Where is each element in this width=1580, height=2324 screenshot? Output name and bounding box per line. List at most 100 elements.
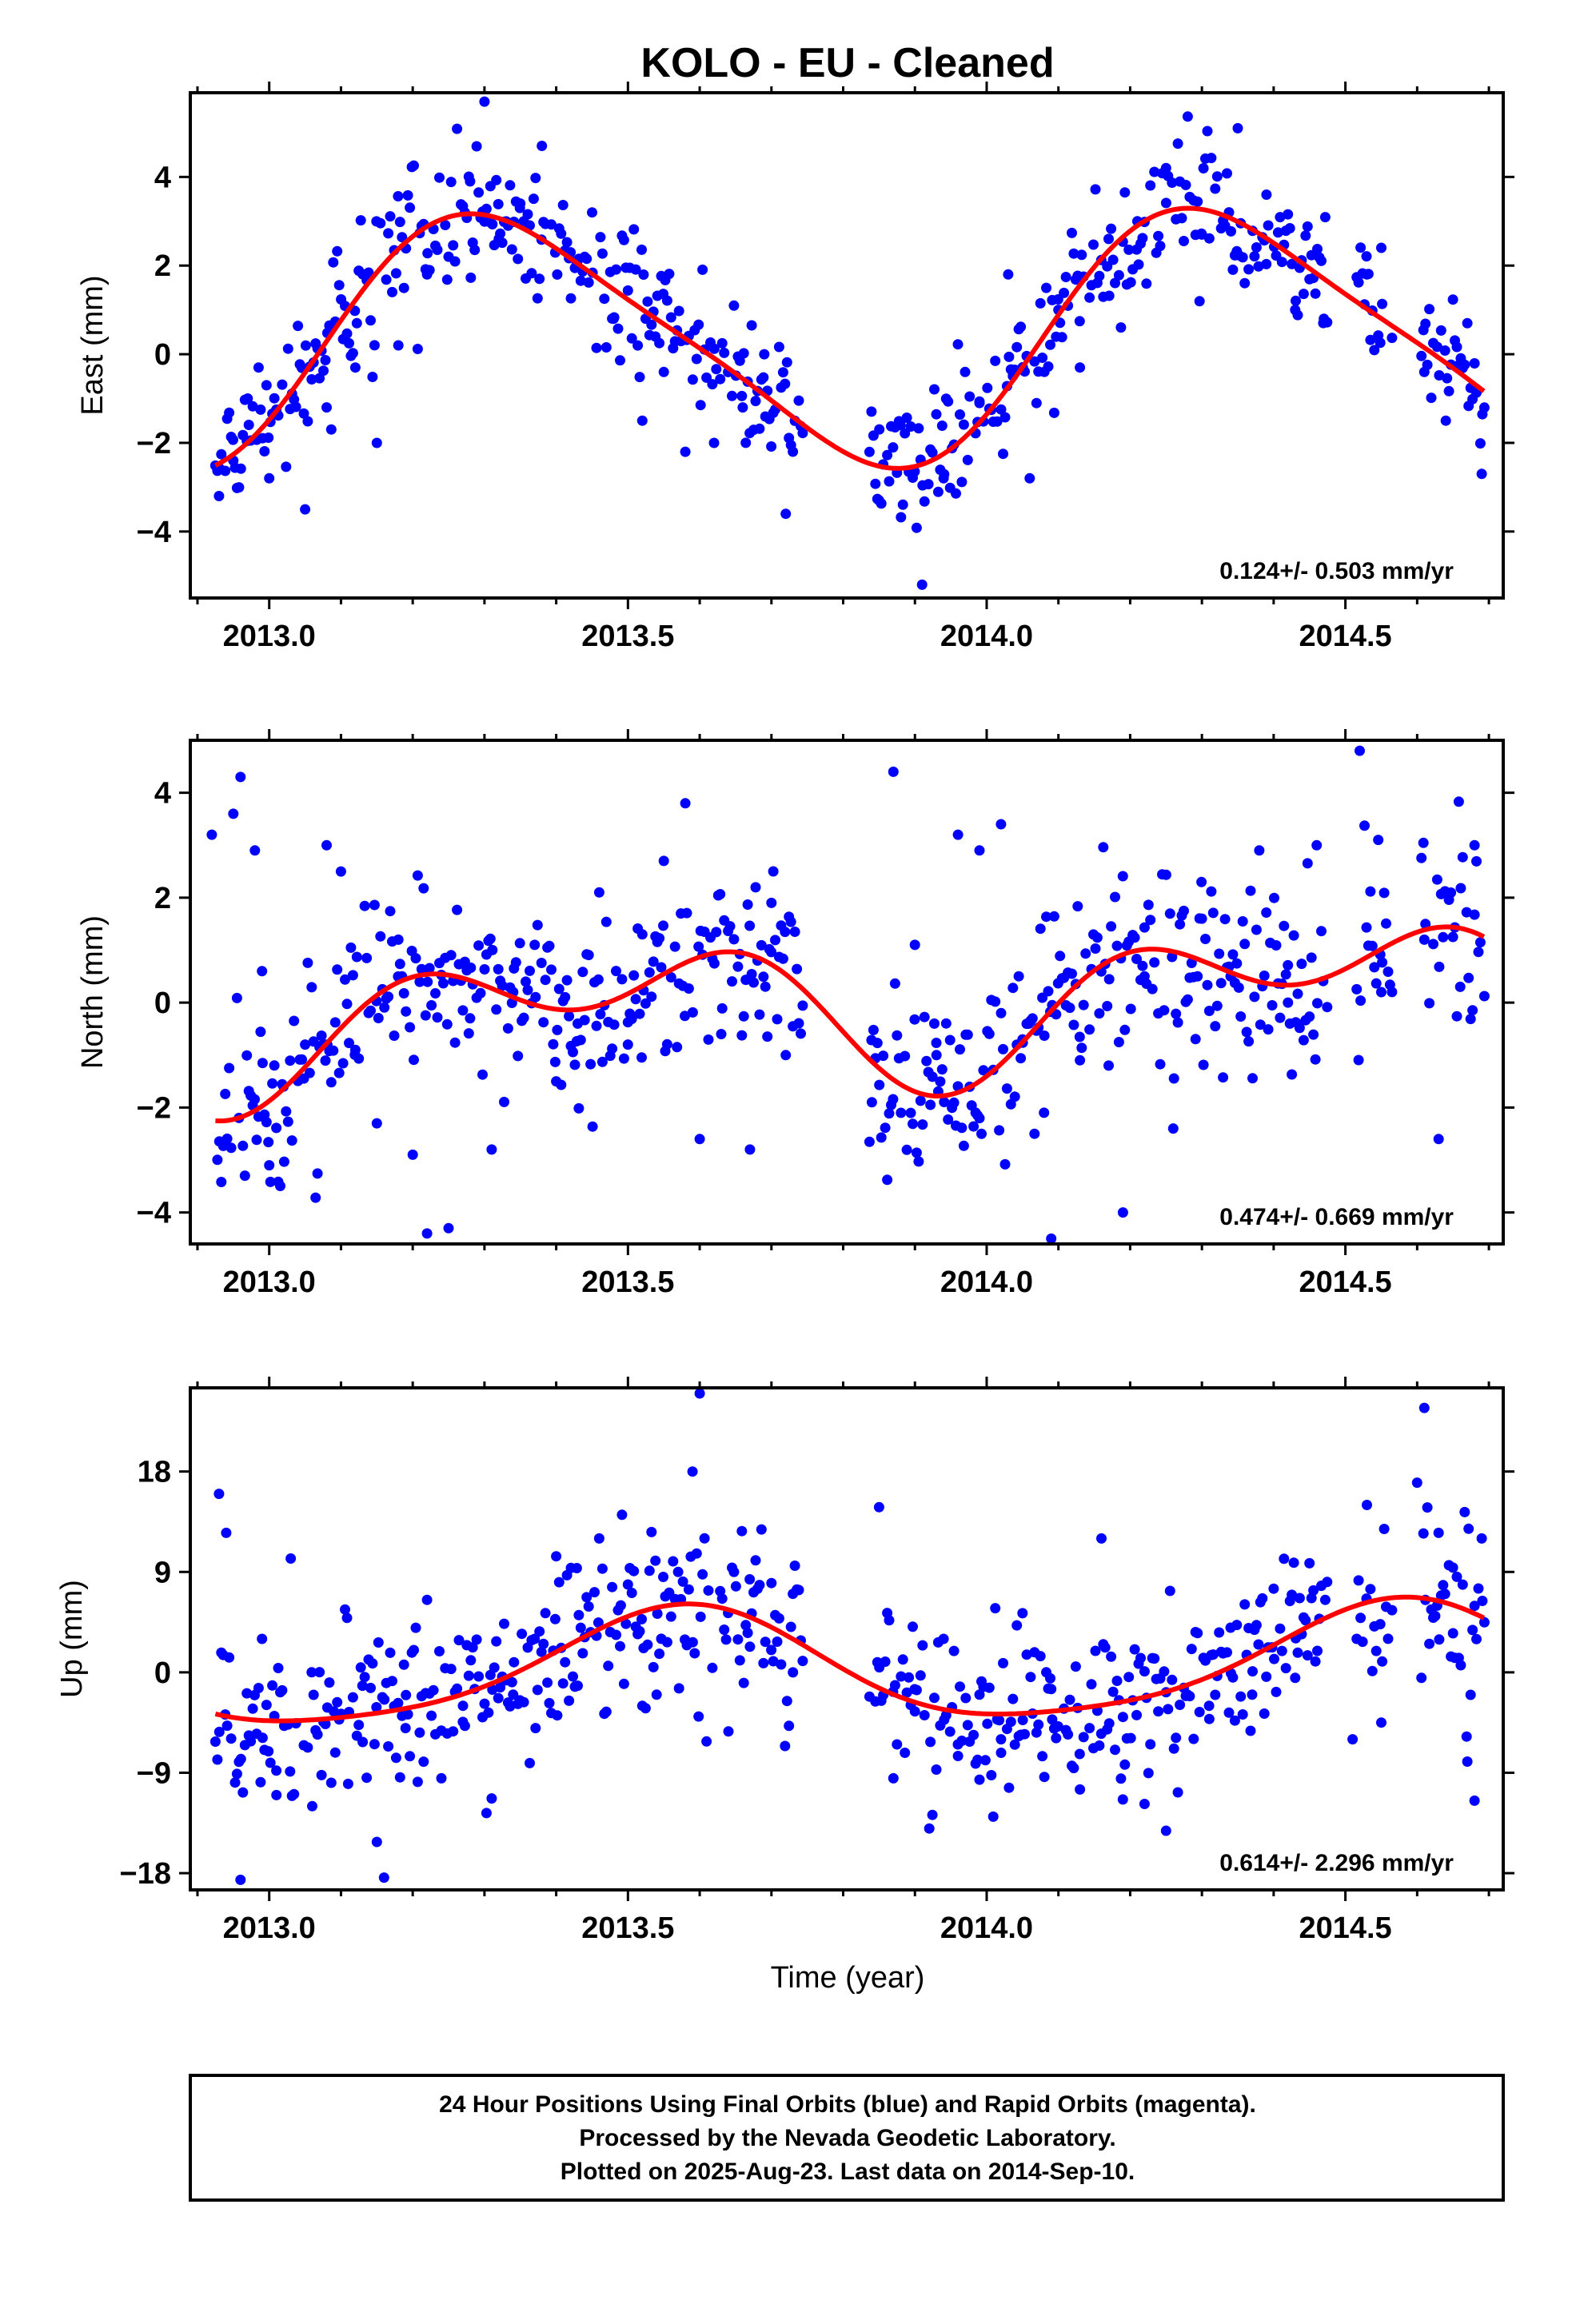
up-data-point (418, 1756, 429, 1768)
up-data-point (1467, 1624, 1478, 1636)
north-data-point (1179, 905, 1189, 916)
north-data-point (931, 1038, 942, 1048)
up-data-point (1035, 1651, 1046, 1662)
north-data-point (889, 978, 900, 989)
north-data-point (401, 1006, 412, 1017)
north-data-point (1355, 995, 1367, 1007)
up-data-point (773, 1612, 784, 1624)
east-data-point (1261, 189, 1272, 200)
east-data-point (719, 347, 730, 358)
up-data-point (213, 1489, 225, 1500)
north-data-point (1013, 971, 1024, 982)
north-data-point (561, 975, 573, 986)
north-data-point (665, 972, 676, 983)
up-data-point (897, 1654, 908, 1665)
up-data-point (1046, 1684, 1057, 1695)
east-data-point (923, 479, 934, 490)
east-data-point (432, 245, 443, 255)
north-data-point (1283, 997, 1294, 1008)
up-data-point (592, 1617, 604, 1628)
footer-box: 24 Hour Positions Using Final Orbits (bl… (189, 2074, 1505, 2202)
up-data-point (1194, 1707, 1205, 1717)
north-data-point (1424, 998, 1435, 1009)
north-data-point (1247, 1073, 1258, 1084)
east-data-point (1253, 261, 1264, 272)
north-data-point (864, 1136, 875, 1147)
east-data-point (1094, 270, 1105, 281)
up-data-point (421, 1594, 433, 1605)
up-data-point (1011, 1620, 1023, 1631)
up-data-point (699, 1533, 710, 1544)
north-data-point (1237, 916, 1248, 927)
north-data-point (1298, 1034, 1309, 1046)
north-data-point (1455, 883, 1466, 894)
north-data-point (1214, 948, 1225, 959)
up-data-point (551, 1551, 562, 1562)
east-data-point (243, 420, 254, 430)
up-data-point (493, 1692, 504, 1704)
up-data-point (636, 1700, 648, 1712)
up-data-point (911, 1684, 922, 1696)
east-data-point (905, 421, 916, 432)
north-data-point (310, 1192, 321, 1203)
north-data-point (943, 1114, 954, 1125)
north-data-point (1254, 845, 1265, 856)
up-data-point (473, 1671, 485, 1682)
up-data-point (1160, 1825, 1171, 1836)
east-data-point (695, 400, 706, 411)
north-data-point (289, 1015, 300, 1026)
north-data-point (1233, 982, 1244, 993)
up-data-point (683, 1584, 694, 1595)
east-data-point (636, 244, 647, 255)
east-data-point (1024, 472, 1035, 484)
up-data-point (1379, 1524, 1390, 1534)
up-data-point (479, 1698, 490, 1709)
east-data-point (228, 434, 238, 445)
east-data-point (615, 355, 625, 366)
north-data-point (1373, 835, 1384, 846)
up-data-point (1135, 1652, 1146, 1664)
north-data-point (742, 899, 753, 910)
north-data-point (221, 1133, 233, 1144)
north-data-point (530, 991, 541, 1003)
up-data-point (648, 1661, 659, 1672)
north-data-point (872, 1038, 883, 1049)
north-data-point (1227, 949, 1239, 960)
north-data-point (347, 970, 358, 981)
north-data-point (628, 970, 640, 981)
up-data-point (1207, 1649, 1219, 1660)
east-data-point (1227, 264, 1239, 275)
north-data-point (568, 1046, 578, 1058)
up-data-point (342, 1778, 353, 1789)
north-data-point (1355, 745, 1365, 756)
up-data-point (221, 1527, 232, 1538)
north-data-point (321, 839, 332, 851)
up-data-point (231, 1768, 242, 1780)
up-data-point (734, 1655, 745, 1666)
east-data-point (1149, 166, 1160, 177)
up-rate-label: 0.614+/- 2.296 mm/yr (1219, 1850, 1454, 1876)
north-data-point (285, 1055, 296, 1066)
up-x-tick-label: 2014.5 (1299, 1911, 1391, 1945)
north-data-point (777, 953, 788, 964)
up-data-point (1203, 1700, 1215, 1712)
north-data-point (683, 983, 694, 994)
north-data-point (952, 829, 964, 840)
up-data-point (277, 1684, 288, 1696)
north-data-point (708, 958, 720, 969)
north-data-point (278, 1156, 289, 1167)
up-data-point (1247, 1666, 1258, 1677)
up-data-point (529, 1633, 541, 1644)
north-data-point (976, 1128, 987, 1139)
up-data-point (974, 1774, 985, 1785)
north-data-point (694, 1134, 705, 1145)
up-data-point (581, 1592, 592, 1603)
up-data-point (1051, 1732, 1062, 1744)
north-data-point (929, 1018, 940, 1029)
north-data-point (432, 1012, 443, 1023)
up-data-point (426, 1710, 437, 1721)
east-data-point (344, 337, 354, 349)
east-data-point (1283, 209, 1294, 220)
up-data-point (972, 1754, 984, 1765)
north-data-point (1196, 913, 1207, 924)
